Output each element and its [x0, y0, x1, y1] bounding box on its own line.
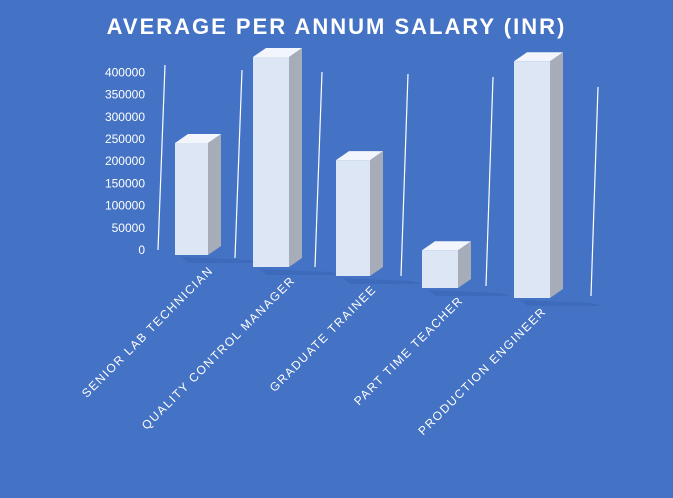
grid-divider: [157, 64, 166, 251]
bar: [514, 61, 550, 299]
y-tick-label: 100000: [105, 199, 145, 213]
grid-divider: [234, 69, 243, 259]
y-tick-label: 350000: [105, 88, 145, 102]
y-tick-label: 200000: [105, 154, 145, 168]
grid-divider: [400, 73, 409, 277]
y-tick-label: 400000: [105, 65, 145, 79]
bar-side: [458, 241, 471, 288]
bar-side: [550, 52, 563, 299]
bar-side: [208, 134, 221, 255]
bar-shadow: [259, 269, 342, 275]
bar-top: [253, 48, 302, 57]
bar-shadow: [428, 290, 511, 296]
grid-divider: [485, 76, 494, 287]
bar: [175, 143, 208, 255]
bar-shadow: [520, 300, 603, 306]
bar: [336, 160, 370, 276]
y-tick-label: 250000: [105, 132, 145, 146]
bar: [253, 57, 289, 267]
x-tick-label: QUALITY CONTROL MANAGER: [139, 273, 298, 432]
x-tick-label: GRADUATE TRAINEE: [267, 282, 379, 394]
y-tick-label: 150000: [105, 176, 145, 190]
bar-shadow: [181, 257, 261, 263]
x-tick-label: PART TIME TEACHER: [351, 293, 466, 408]
bar-top: [422, 241, 471, 251]
bar-shadow: [342, 278, 423, 284]
bar-side: [370, 151, 383, 276]
bar-top: [175, 134, 221, 143]
grid-divider: [590, 86, 599, 297]
bar: [422, 250, 458, 288]
grid-divider: [314, 71, 323, 268]
bar-top: [336, 151, 383, 161]
y-tick-label: 50000: [112, 221, 146, 235]
y-tick-label: 300000: [105, 110, 145, 124]
bar-top: [514, 52, 563, 62]
bar-side: [289, 48, 302, 267]
chart-title: AVERAGE PER ANNUM SALARY (INR): [106, 14, 567, 39]
y-tick-label: 0: [138, 243, 145, 257]
